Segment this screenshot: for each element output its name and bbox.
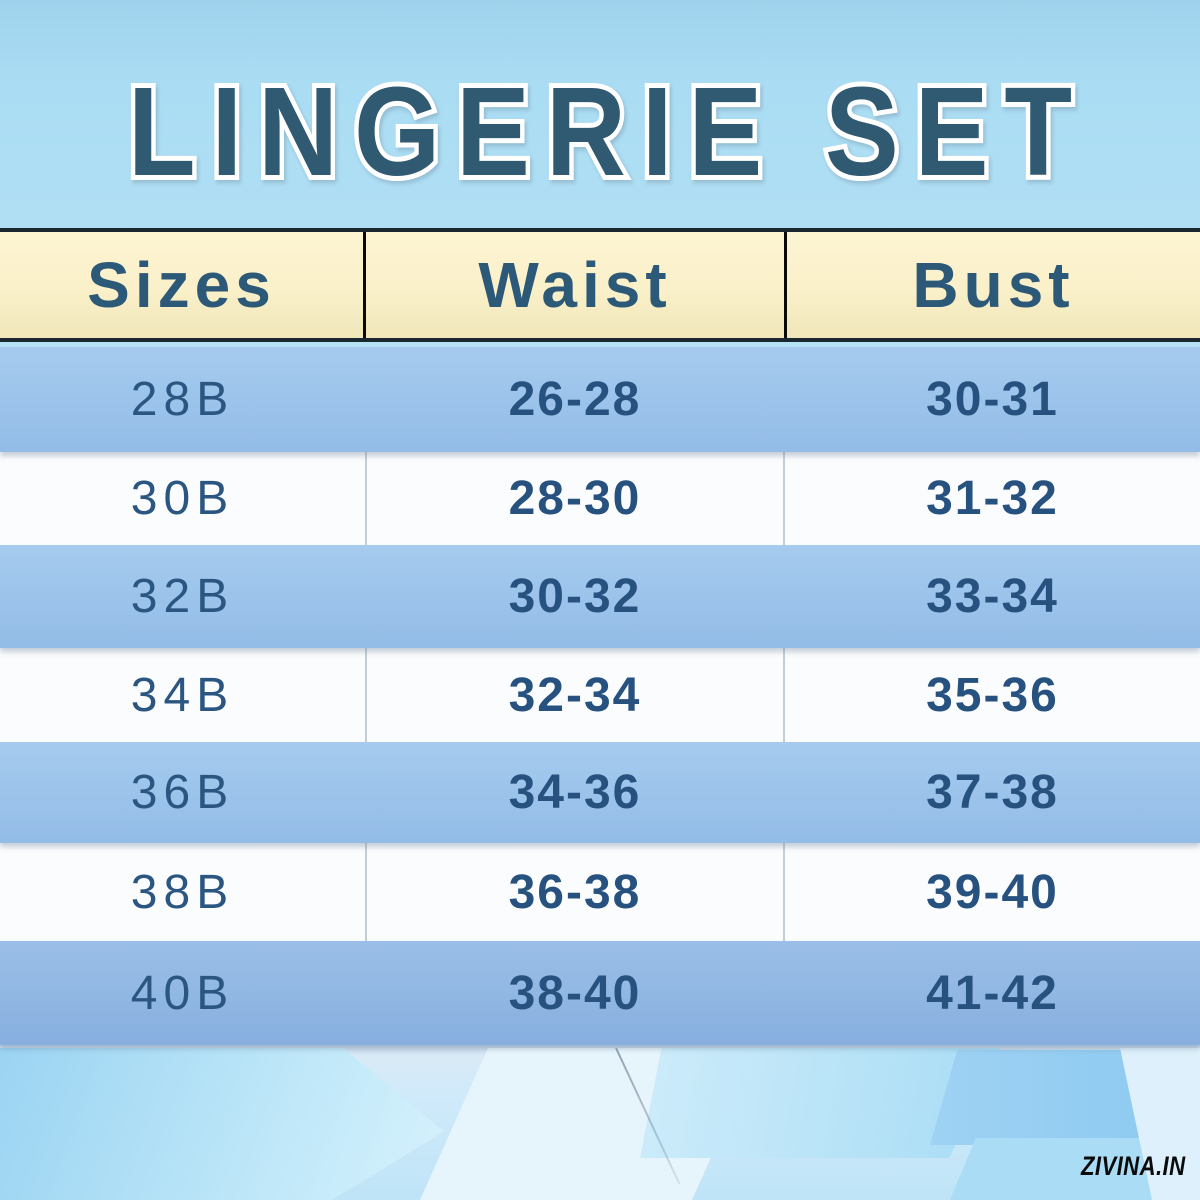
size-value: 30B [130, 472, 235, 525]
cell-bust: 30-31 [785, 347, 1200, 452]
waist-value: 34-36 [508, 766, 642, 819]
bust-value: 30-31 [926, 373, 1059, 426]
cell-bust: 37-38 [785, 742, 1200, 843]
waist-value: 32-34 [508, 668, 642, 722]
header-cell-sizes: Sizes [0, 232, 363, 338]
cell-bust: 41-42 [785, 941, 1200, 1045]
size-value: 38B [130, 865, 235, 919]
cell-bust: 39-40 [785, 843, 1200, 941]
page-title: LINGERIE SET LINGERIE SET [72, 58, 1128, 214]
cell-bust: 35-36 [785, 648, 1200, 742]
header-label-waist: Waist [478, 249, 672, 321]
waist-value: 26-28 [508, 373, 642, 426]
table-header-row: Sizes Waist Bust [0, 228, 1200, 342]
table-row: 30B 28-30 31-32 [0, 452, 1200, 545]
cell-waist: 28-30 [365, 452, 785, 545]
brand-watermark: ZIVINA.IN [1081, 1151, 1186, 1181]
size-value: 34B [130, 668, 235, 722]
header-cell-bust: Bust [787, 232, 1200, 338]
table-row: 36B 34-36 37-38 [0, 742, 1200, 843]
cell-waist: 30-32 [365, 545, 785, 648]
bust-value: 35-36 [926, 668, 1059, 722]
bust-value: 31-32 [926, 472, 1059, 525]
cell-size: 36B [0, 742, 365, 843]
bust-value: 37-38 [926, 766, 1059, 819]
cell-size: 34B [0, 648, 365, 742]
header-label-sizes: Sizes [87, 249, 276, 321]
waist-value: 36-38 [508, 865, 642, 919]
table-row: 38B 36-38 39-40 [0, 843, 1200, 941]
cell-size: 40B [0, 941, 365, 1045]
size-value: 40B [130, 966, 235, 1020]
header-label-bust: Bust [912, 249, 1075, 321]
size-value: 32B [130, 570, 235, 623]
table-row: 40B 38-40 41-42 [0, 941, 1200, 1045]
bust-value: 41-42 [926, 966, 1059, 1020]
cell-size: 32B [0, 545, 365, 648]
cell-waist: 34-36 [365, 742, 785, 843]
cell-size: 30B [0, 452, 365, 545]
table-row: 34B 32-34 35-36 [0, 648, 1200, 742]
waist-value: 28-30 [508, 472, 642, 525]
waist-value: 38-40 [508, 966, 642, 1020]
size-value: 36B [130, 766, 235, 819]
header-cell-waist: Waist [366, 232, 784, 338]
page-title-text: LINGERIE SET [127, 61, 1089, 202]
table-row: 32B 30-32 33-34 [0, 545, 1200, 648]
waist-value: 30-32 [508, 570, 642, 623]
decorative-geometric-background [0, 1045, 1200, 1200]
cell-size: 38B [0, 843, 365, 941]
size-value: 28B [130, 373, 235, 426]
cell-waist: 26-28 [365, 347, 785, 452]
table-row: 28B 26-28 30-31 [0, 347, 1200, 452]
cell-bust: 33-34 [785, 545, 1200, 648]
size-table-body: 28B 26-28 30-31 30B 28-30 31-32 32B 30-3… [0, 347, 1200, 1045]
cell-waist: 38-40 [365, 941, 785, 1045]
cell-size: 28B [0, 347, 365, 452]
cell-waist: 36-38 [365, 843, 785, 941]
decor-hexagon-left [0, 1048, 444, 1200]
cell-bust: 31-32 [785, 452, 1200, 545]
bust-value: 33-34 [926, 570, 1059, 623]
bust-value: 39-40 [926, 865, 1059, 919]
cell-waist: 32-34 [365, 648, 785, 742]
page-title-outline: LINGERIE SET [123, 58, 1089, 204]
